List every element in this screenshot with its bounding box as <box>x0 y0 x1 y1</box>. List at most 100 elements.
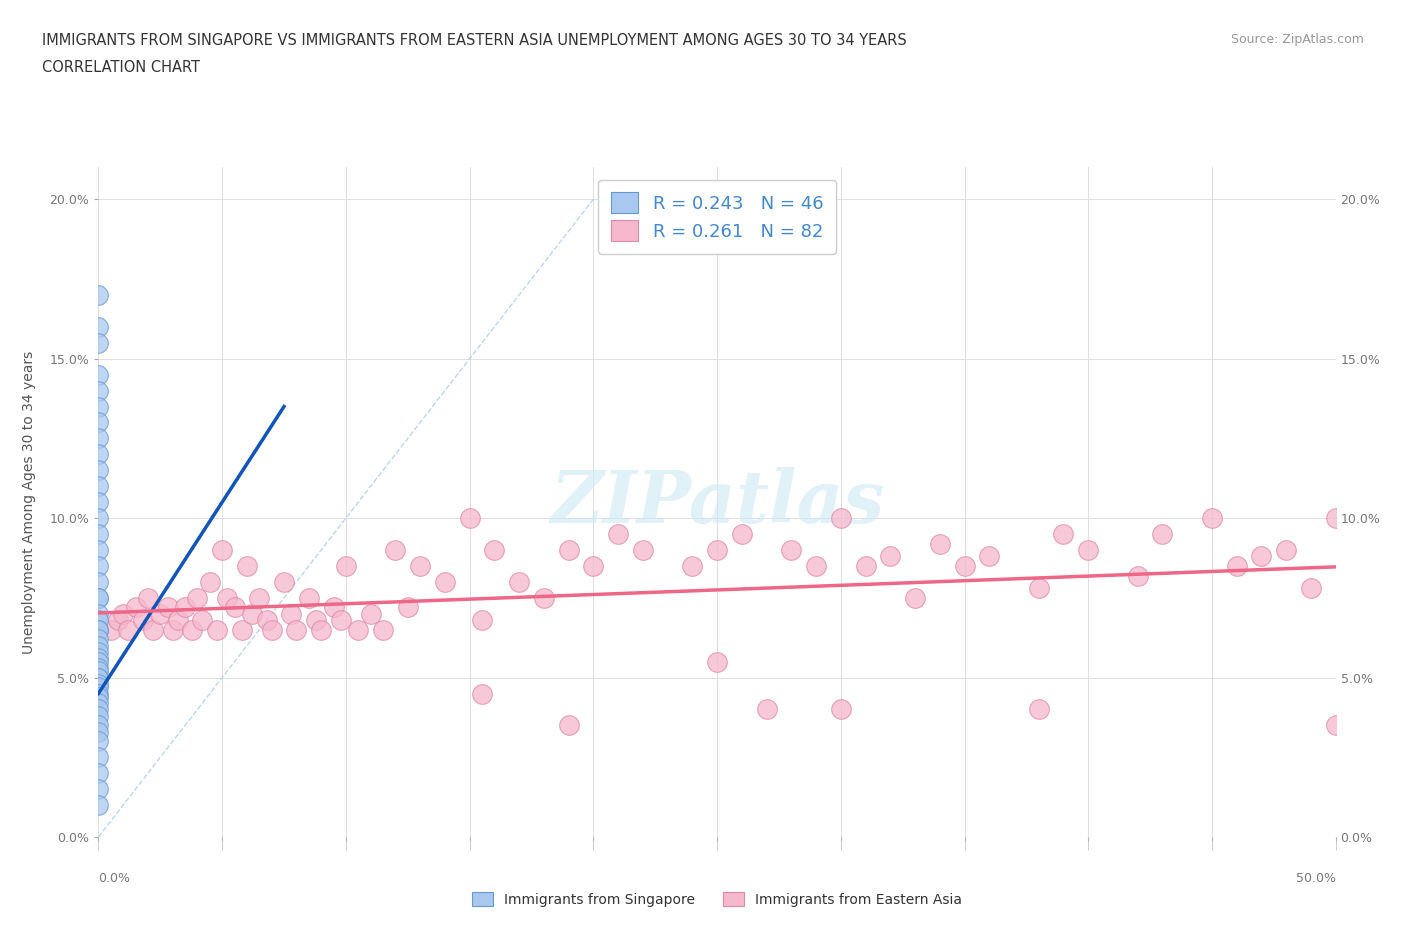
Point <box>309 622 332 637</box>
Point <box>347 622 370 637</box>
Point <box>1052 526 1074 541</box>
Point <box>240 606 263 621</box>
Point <box>409 559 432 574</box>
Point <box>471 613 494 628</box>
Point <box>458 511 481 525</box>
Point <box>87 463 110 478</box>
Point <box>260 622 283 637</box>
Point <box>273 575 295 590</box>
Point <box>384 542 406 557</box>
Point <box>979 549 1001 564</box>
Point <box>87 319 110 334</box>
Point <box>231 622 253 637</box>
Point <box>87 622 110 637</box>
Point <box>1152 526 1174 541</box>
Point <box>305 613 328 628</box>
Point <box>1299 581 1322 596</box>
Point <box>557 718 579 733</box>
Point <box>360 606 382 621</box>
Point <box>1028 581 1050 596</box>
Point <box>87 613 110 628</box>
Point <box>855 559 877 574</box>
Point <box>335 559 357 574</box>
Point <box>755 702 778 717</box>
Point <box>247 591 270 605</box>
Point <box>124 600 146 615</box>
Point <box>87 591 110 605</box>
Point <box>87 660 110 675</box>
Point <box>371 622 394 637</box>
Point <box>87 383 110 398</box>
Point <box>804 559 827 574</box>
Text: IMMIGRANTS FROM SINGAPORE VS IMMIGRANTS FROM EASTERN ASIA UNEMPLOYMENT AMONG AGE: IMMIGRANTS FROM SINGAPORE VS IMMIGRANTS … <box>42 33 907 47</box>
Legend: R = 0.243   N = 46, R = 0.261   N = 82: R = 0.243 N = 46, R = 0.261 N = 82 <box>599 179 835 254</box>
Point <box>1226 559 1249 574</box>
Point <box>87 591 110 605</box>
Point <box>1324 718 1347 733</box>
Point <box>322 600 344 615</box>
Point <box>484 542 506 557</box>
Point <box>142 622 165 637</box>
Point <box>149 606 172 621</box>
Point <box>87 479 110 494</box>
Point <box>87 511 110 525</box>
Point <box>87 431 110 445</box>
Point <box>87 709 110 724</box>
Point <box>87 702 110 717</box>
Point <box>87 559 110 574</box>
Point <box>87 724 110 739</box>
Point <box>87 689 110 704</box>
Point <box>1077 542 1099 557</box>
Point <box>100 622 122 637</box>
Point <box>87 336 110 351</box>
Point <box>87 750 110 764</box>
Point <box>156 600 179 615</box>
Point <box>87 680 110 695</box>
Point <box>1126 568 1149 583</box>
Point <box>681 559 703 574</box>
Point <box>706 542 728 557</box>
Y-axis label: Unemployment Among Ages 30 to 34 years: Unemployment Among Ages 30 to 34 years <box>21 351 35 654</box>
Point <box>136 591 159 605</box>
Point <box>631 542 654 557</box>
Point <box>87 495 110 510</box>
Point <box>186 591 208 605</box>
Point <box>87 638 110 653</box>
Point <box>87 606 110 621</box>
Point <box>191 613 214 628</box>
Point <box>87 651 110 666</box>
Point <box>198 575 221 590</box>
Point <box>87 671 110 685</box>
Point <box>87 631 110 646</box>
Point <box>132 613 155 628</box>
Point <box>87 654 110 669</box>
Point <box>217 591 239 605</box>
Point <box>87 676 110 691</box>
Point <box>706 654 728 669</box>
Point <box>87 575 110 590</box>
Legend: Immigrants from Singapore, Immigrants from Eastern Asia: Immigrants from Singapore, Immigrants fr… <box>465 885 969 914</box>
Point <box>181 622 204 637</box>
Point <box>280 606 302 621</box>
Point <box>87 798 110 813</box>
Point <box>285 622 308 637</box>
Point <box>174 600 197 615</box>
Point <box>471 686 494 701</box>
Point <box>731 526 754 541</box>
Point <box>87 782 110 797</box>
Point <box>87 671 110 685</box>
Point <box>433 575 456 590</box>
Point <box>396 600 419 615</box>
Point <box>256 613 278 628</box>
Point <box>236 559 259 574</box>
Point <box>87 287 110 302</box>
Point <box>87 367 110 382</box>
Point <box>211 542 233 557</box>
Point <box>780 542 803 557</box>
Point <box>107 613 129 628</box>
Point <box>87 644 110 659</box>
Point <box>1275 542 1298 557</box>
Text: ZIPatlas: ZIPatlas <box>550 467 884 538</box>
Point <box>87 696 110 711</box>
Point <box>224 600 246 615</box>
